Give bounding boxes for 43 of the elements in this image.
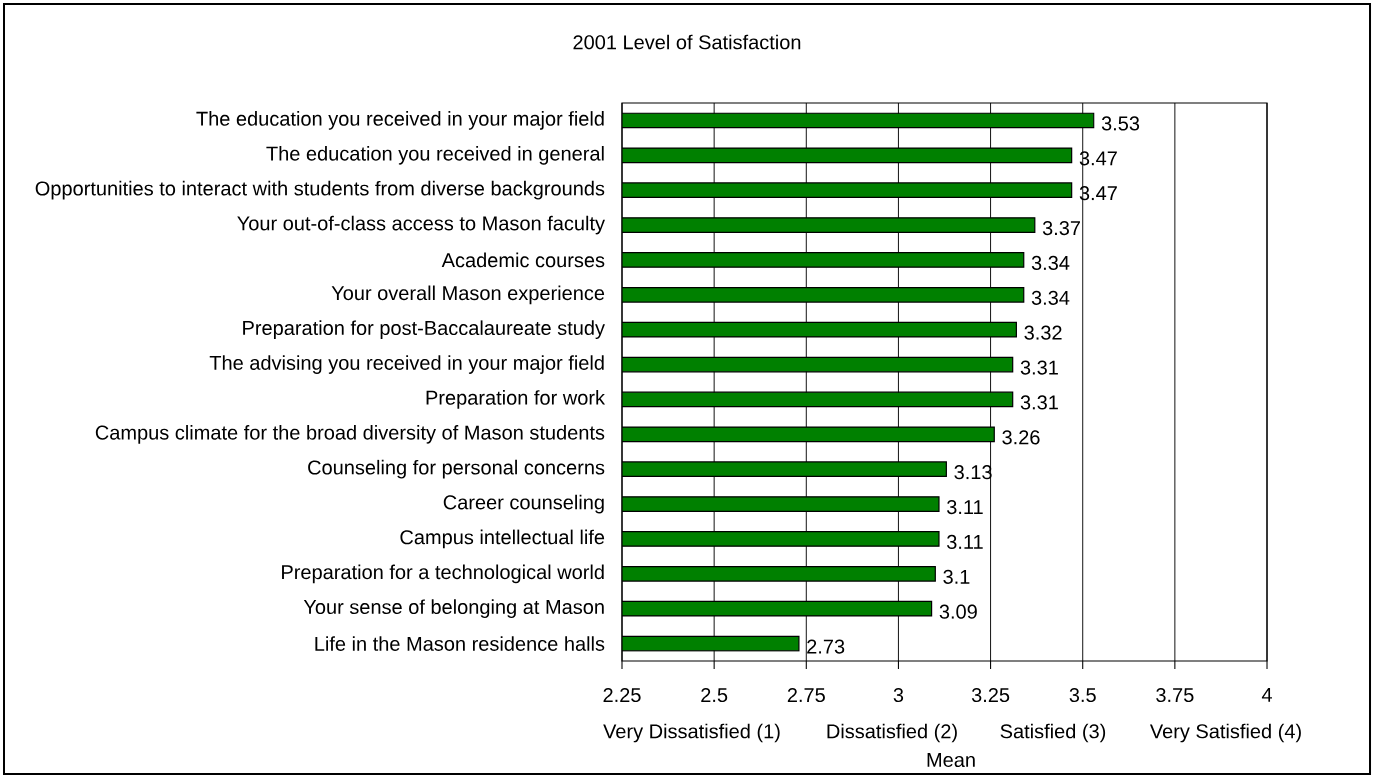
- y-tick-label: Preparation for post-Baccalaureate study: [243, 320, 605, 339]
- x-tick-label: 3.25: [971, 687, 1010, 703]
- data-label: 3.1: [943, 569, 970, 584]
- x-tick-label: 3.75: [1156, 687, 1194, 703]
- y-tick-label: Preparation for a technological world: [282, 564, 604, 584]
- chart-title: 2001 Level of Satisfaction: [573, 34, 801, 50]
- x-tick-label: 2.5: [701, 687, 728, 703]
- y-tick-label: Your sense of belonging at Mason: [303, 599, 604, 618]
- y-tick-label: Career counseling: [443, 494, 604, 514]
- x-tick-label: 3.5: [1069, 687, 1096, 703]
- x-tick-label: 2.75: [787, 687, 825, 703]
- data-label: 3.34: [1031, 290, 1070, 305]
- data-label: 3.34: [1031, 255, 1070, 271]
- x-axis-title: Mean: [927, 753, 975, 767]
- y-tick-label: The education you received in your major field: [196, 111, 604, 130]
- y-tick-label: Your out-of-class access to Mason faculty: [237, 215, 605, 235]
- text: Very Dissatisfied (1): [603, 723, 780, 743]
- text: Very Satisfied (4): [1149, 723, 1301, 743]
- data-label: 3.37: [1042, 220, 1080, 236]
- x-tick-label: 4: [1261, 687, 1272, 702]
- data-label: 3.26: [1002, 430, 1040, 445]
- data-label: 3.32: [1024, 325, 1062, 340]
- data-label: 3.11: [947, 499, 983, 515]
- data-label: 3.31: [1020, 395, 1058, 410]
- y-tick-label: Your overall Mason experience: [331, 285, 605, 305]
- data-label: 3.09: [939, 604, 977, 619]
- y-tick-label: The education you received in general: [266, 145, 604, 165]
- data-label: 3.53: [1101, 116, 1140, 131]
- text: Dissatisfied (2): [827, 723, 957, 743]
- y-tick-label: Campus intellectual life: [400, 529, 605, 549]
- y-tick-label: The advising you received in your major field: [209, 355, 604, 374]
- y-tick-label: Campus climate for the broad diversity of Mason students: [95, 425, 605, 444]
- data-label: 3.31: [1020, 360, 1058, 375]
- data-label: 3.11: [947, 534, 983, 550]
- y-tick-label: Opportunities to interact with students from diverse backgrounds: [35, 180, 605, 200]
- y-tick-label: Counseling for personal concerns: [308, 459, 605, 479]
- x-tick-label: 2.25: [603, 687, 641, 703]
- y-tick-label: Life in the Mason residence halls: [315, 636, 605, 651]
- y-tick-label: Preparation for work: [426, 390, 606, 409]
- data-label: 2.73: [807, 639, 845, 654]
- text: Satisfied (3): [1000, 723, 1106, 743]
- y-tick-label: Academic courses: [441, 252, 605, 268]
- x-tick-label: 3: [893, 687, 904, 703]
